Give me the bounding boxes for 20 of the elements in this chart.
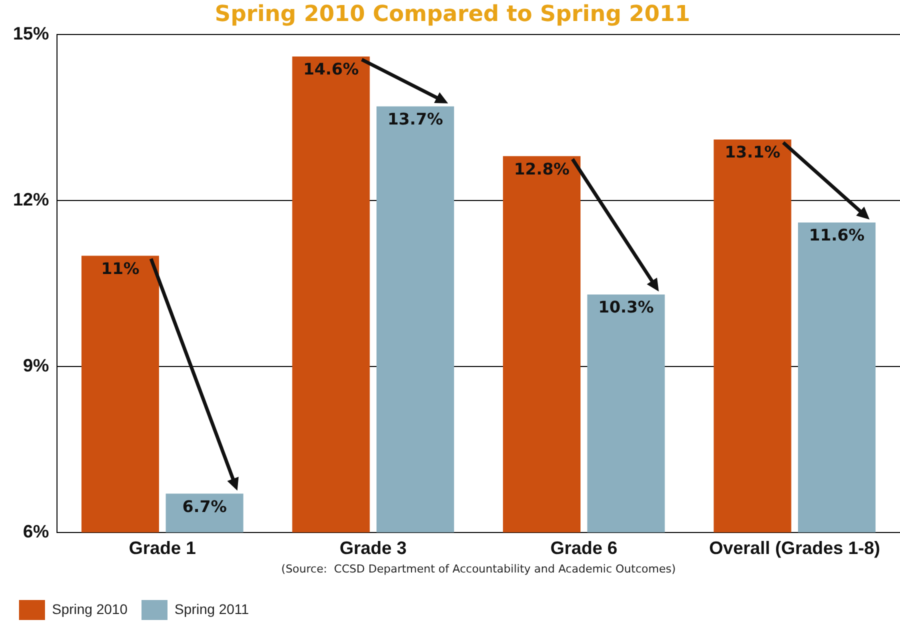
x-tick-label: Grade 1: [128, 538, 196, 558]
y-tick-label: 9%: [23, 355, 50, 376]
data-label: 6.7%: [182, 496, 227, 516]
legend-label: Spring 2010: [52, 600, 128, 617]
x-tick-label: Grade 6: [550, 538, 618, 558]
text: (Source: CCSD Department of Accountability and Academic Outcomes): [281, 562, 676, 576]
y-tick-label: 12%: [12, 189, 50, 210]
data-label: 12.8%: [514, 159, 570, 178]
x-tick-label: Grade 3: [340, 538, 407, 558]
x-tick-label: Overall (Grades 1-8): [709, 538, 880, 558]
data-label: 13.7%: [388, 109, 444, 128]
data-label: 13.1%: [724, 142, 780, 162]
data-label: 14.6%: [303, 60, 359, 79]
y-tick-label: 6%: [23, 521, 50, 542]
chart-title: Spring 2010 Compared to Spring 2011: [214, 2, 690, 27]
data-label: 11%: [101, 258, 140, 278]
data-label: 11.6%: [809, 226, 865, 245]
y-tick-label: 15%: [12, 23, 50, 44]
data-label: 10.3%: [598, 298, 654, 317]
legend-label: Spring 2011: [174, 600, 250, 617]
